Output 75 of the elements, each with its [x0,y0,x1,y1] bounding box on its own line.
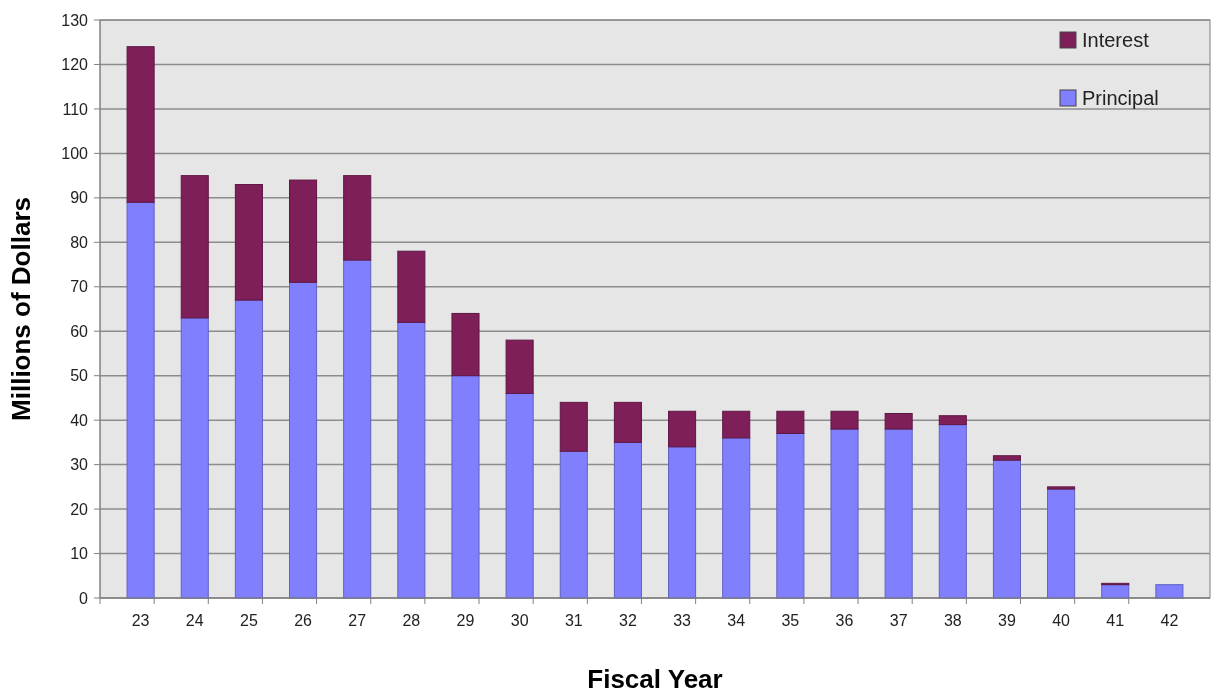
bar [397,250,426,323]
x-tick-label: 36 [835,612,854,629]
x-tick-label: 32 [619,612,637,629]
x-tick-label: 26 [294,612,313,629]
bar [126,46,155,203]
bar [505,392,534,599]
y-tick-label: 40 [70,411,89,429]
x-tick-label: 31 [564,612,583,629]
bar [938,415,967,426]
x-tick-label: 24 [185,612,204,629]
x-tick-label: 38 [943,612,962,629]
bar [722,410,751,439]
bar [668,410,697,448]
y-tick-label: 20 [70,500,89,518]
bar [884,412,913,430]
bar [559,450,588,599]
x-tick-label: 33 [673,612,692,629]
bar [343,175,372,261]
y-tick-label: 110 [62,100,89,118]
bar [722,437,751,599]
bar [1047,486,1076,490]
bar [559,401,588,452]
x-tick-label: 25 [240,612,258,629]
x-tick-label: 34 [727,612,746,629]
bar [234,299,263,599]
bar [1155,584,1184,599]
bar [830,428,859,599]
bar [451,375,480,599]
bar [289,281,318,599]
x-tick-label: 30 [510,612,529,629]
y-tick-label: 100 [61,144,89,162]
bar [884,428,913,599]
bar [1047,488,1076,599]
y-tick-label: 10 [70,545,89,563]
bar [180,317,209,599]
bar [126,201,155,599]
bar [613,441,642,599]
y-tick-label: 70 [70,278,89,296]
y-tick-label: 50 [70,367,89,385]
x-tick-label: 41 [1106,612,1125,629]
x-axis-title: Fiscal Year [587,664,723,694]
bar [397,321,426,599]
y-axis-title: Millions of Dollars [6,197,36,421]
x-tick-label: 37 [889,612,908,629]
x-tick-label: 27 [348,612,367,629]
bar [451,312,480,377]
bar [668,446,697,599]
x-tick-label: 39 [998,612,1016,629]
y-tick-label: 30 [70,456,89,474]
y-tick-label: 60 [70,322,89,340]
bar [992,455,1021,461]
bar [776,410,805,434]
x-tick-label: 28 [402,612,421,629]
y-tick-label: 90 [70,189,89,207]
y-tick-label: 120 [61,56,89,74]
legend-label: Interest [1082,29,1150,51]
x-tick-label: 29 [456,612,475,629]
y-tick-label: 0 [79,589,89,607]
bar [180,175,209,319]
legend-label: Principal [1082,87,1159,109]
x-tick-label: 42 [1160,612,1179,629]
bar [505,339,534,394]
x-tick-label: 23 [131,612,150,629]
bar [938,424,967,599]
bar [289,179,318,283]
bar [992,459,1021,599]
bar [613,401,642,443]
bar [830,410,859,430]
y-tick-label: 80 [70,233,89,251]
y-tick-label: 130 [61,11,89,29]
x-tick-label: 40 [1052,612,1071,629]
bar [776,432,805,599]
x-tick-label: 35 [781,612,800,629]
bar [343,259,372,599]
bar [234,184,263,301]
